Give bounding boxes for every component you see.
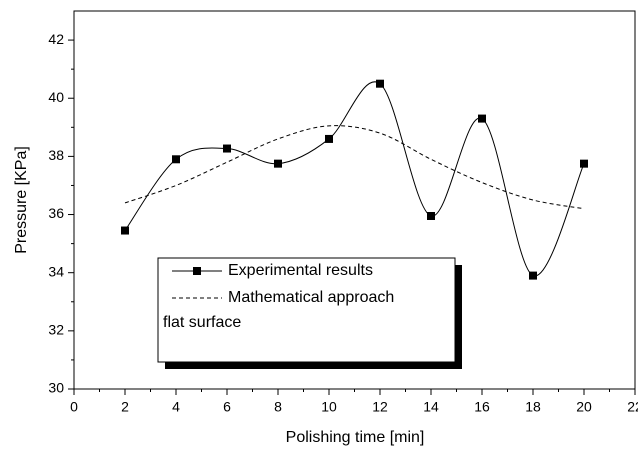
legend-box: [157, 257, 456, 363]
x-tick-label: 18: [525, 399, 541, 415]
legend-label: Mathematical approach: [228, 289, 394, 306]
marker: [580, 159, 588, 168]
marker: [223, 144, 231, 153]
y-tick-label: 36: [48, 205, 64, 221]
x-tick-label: 22: [627, 399, 638, 415]
x-axis-title: Polishing time [min]: [286, 429, 425, 446]
marker: [325, 134, 333, 143]
y-axis-title: Pressure [KPa]: [13, 146, 30, 254]
y-tick-label: 32: [48, 322, 64, 338]
legend-marker: [193, 267, 201, 275]
marker: [529, 271, 537, 280]
x-tick-label: 8: [274, 399, 282, 415]
marker: [121, 226, 129, 235]
marker: [376, 79, 384, 88]
marker: [274, 159, 282, 168]
series-line: [124, 125, 585, 210]
marker: [172, 155, 180, 164]
x-tick-label: 12: [372, 399, 388, 415]
x-tick-label: 10: [321, 399, 337, 415]
legend-note: flat surface: [163, 314, 241, 331]
y-tick-label: 38: [48, 147, 64, 163]
x-tick-label: 6: [223, 399, 231, 415]
y-tick-label: 34: [48, 263, 64, 279]
series-line: [124, 81, 585, 277]
y-tick-label: 42: [48, 31, 64, 47]
x-tick-label: 2: [121, 399, 129, 415]
x-tick-label: 20: [576, 399, 592, 415]
legend-label: Experimental results: [228, 262, 373, 279]
x-tick-label: 14: [423, 399, 439, 415]
x-tick-label: 16: [474, 399, 490, 415]
y-tick-label: 30: [48, 380, 64, 396]
x-tick-label: 0: [70, 399, 78, 415]
marker: [427, 211, 435, 220]
x-tick-label: 4: [172, 399, 180, 415]
y-tick-label: 40: [48, 89, 64, 105]
marker: [478, 114, 486, 123]
